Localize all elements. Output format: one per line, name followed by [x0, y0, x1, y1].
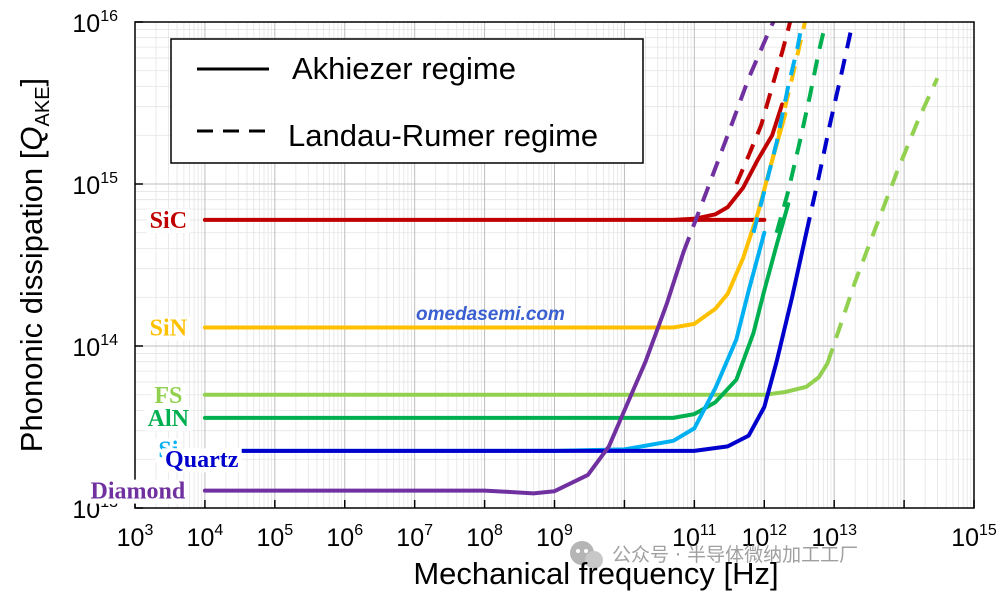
- series-diamond-landau-rumer-line: [681, 22, 776, 253]
- series-label-quartz: Quartz: [165, 447, 239, 473]
- series-label-aln-backdrop: [144, 406, 193, 431]
- watermark-site: omedasemi.com: [416, 304, 565, 325]
- y-axis-title: Phononic dissipation [QAKE]: [14, 78, 54, 452]
- legend-label-landau-rumer: Landau-Rumer regime: [288, 118, 598, 153]
- series-fs-akhiezer-line: [202, 361, 830, 397]
- series-fs-landau-rumer-line: [825, 77, 940, 365]
- material-labels: SiCSiNFSAlNSiQuartzDiamond: [87, 208, 242, 505]
- y-tick-labels: 1013101410151016: [72, 8, 118, 524]
- x-tick-label: 106: [326, 522, 363, 552]
- legend: Akhiezer regime Landau-Rumer regime: [170, 38, 644, 164]
- series-label-sin-backdrop: [146, 316, 191, 341]
- x-tick-label: 107: [396, 522, 433, 552]
- series-si-landau-rumer-line: [751, 22, 805, 234]
- y-tick-label: 1014: [72, 332, 118, 362]
- x-tick-label: 109: [536, 522, 573, 552]
- series-sic-akhiezer-line: [202, 102, 785, 222]
- series-label-sic-backdrop: [146, 208, 191, 233]
- x-axis-title: Mechanical frequency [Hz]: [413, 556, 778, 591]
- legend-box: [170, 38, 644, 164]
- series-label-aln: AlN: [148, 406, 190, 432]
- x-tick-label: 1015: [951, 522, 997, 552]
- series-label-diamond: Diamond: [91, 479, 186, 505]
- series-lines: [202, 22, 940, 496]
- series-label-fs-backdrop: [151, 383, 186, 408]
- x-tick-label: 105: [256, 522, 293, 552]
- series-label-sic: SiC: [150, 208, 187, 234]
- series-aln-landau-rumer-line: [774, 22, 828, 234]
- series-label-sin: SiN: [150, 316, 188, 342]
- series-diamond-akhiezer-line: [202, 250, 686, 496]
- y-tick-label: 1015: [72, 170, 118, 200]
- watermark-channel: 公众号 · 半导体微纳加工工厂: [612, 544, 858, 566]
- x-tick-label: 104: [187, 522, 224, 552]
- y-tick-label: 1016: [72, 8, 118, 38]
- x-tick-label: 103: [117, 522, 154, 552]
- x-tick-label: 1013: [811, 522, 857, 552]
- legend-label-akhiezer: Akhiezer regime: [292, 51, 516, 86]
- series-sin-landau-rumer-line: [770, 22, 807, 161]
- series-quartz-akhiezer-line: [202, 230, 809, 453]
- series-label-quartz-backdrop: [162, 448, 242, 473]
- x-tick-labels: 103 104 105 106 107 108 109 1011 1012 1013 1015: [117, 522, 997, 552]
- x-tick-label: 108: [466, 522, 503, 552]
- series-sic-landau-rumer-line: [734, 22, 793, 185]
- x-tick-label: 1012: [741, 522, 787, 552]
- series-label-diamond-backdrop: [87, 479, 189, 504]
- wechat-icon: [570, 541, 603, 569]
- series-quartz-landau-rumer-line: [804, 22, 856, 234]
- x-tick-label: 1011: [672, 522, 717, 552]
- series-label-fs: FS: [154, 383, 182, 409]
